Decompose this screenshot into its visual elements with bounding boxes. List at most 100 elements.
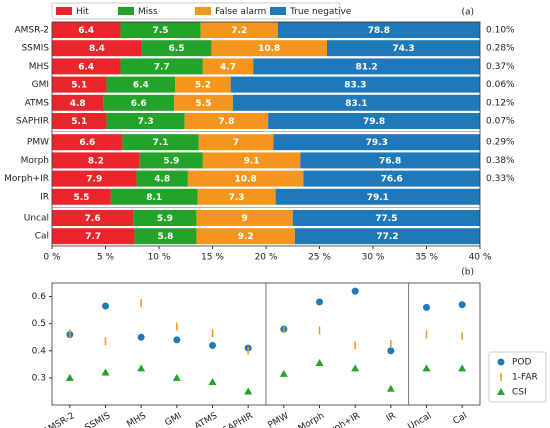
bar-label: 6.6 (79, 138, 95, 148)
bars (52, 22, 480, 245)
bar-label: 10.8 (235, 175, 257, 185)
bar-segment (106, 113, 185, 129)
bar-segment (52, 210, 134, 226)
bar-label: 7.9 (86, 175, 102, 185)
bar-label: 7.1 (153, 138, 169, 148)
bar-label: 5.1 (71, 81, 87, 91)
bar-label: 5.2 (195, 81, 211, 91)
x-tick-label: Uncal (406, 411, 433, 428)
y-tick-label: Morph+IR (4, 174, 49, 184)
y-tick-label: SAPHIR (16, 117, 49, 127)
bar-label: 7.3 (138, 117, 154, 127)
bar-label: 5.5 (195, 99, 211, 109)
bar-label: 4.8 (154, 175, 170, 185)
bar-label: 9 (241, 214, 247, 224)
point (387, 347, 395, 355)
bar-label: 7.7 (154, 62, 170, 72)
point (137, 333, 145, 341)
point (208, 377, 217, 385)
bar-label: 7.2 (231, 26, 247, 36)
bar-label: 4.8 (70, 99, 86, 109)
bar-label: 6.5 (169, 44, 185, 54)
bar-label: 6.4 (78, 26, 94, 36)
bar-label: 7.6 (85, 214, 101, 224)
x-tick-label: 40 % (469, 253, 492, 263)
annotation: 0.37% (486, 62, 515, 72)
bar-label: 77.5 (375, 214, 397, 224)
bar-label: 7.5 (153, 26, 169, 36)
bar-segment (202, 58, 254, 75)
bar-label: 79.8 (363, 117, 385, 127)
bar-segment (294, 228, 480, 245)
x-tick-label: IR (385, 411, 398, 424)
point (386, 384, 395, 392)
point (244, 387, 253, 395)
y-tick-label: PMW (27, 138, 49, 148)
point (316, 298, 323, 306)
bar-segment (52, 152, 140, 169)
bar-segment (211, 40, 327, 57)
bar-segment (202, 152, 301, 169)
x-tick-label: ATMS (193, 411, 219, 428)
bar-segment (106, 76, 176, 93)
x-tick-label: Cal (452, 411, 469, 427)
legend-label: POD (512, 358, 532, 368)
bar-segment (196, 210, 293, 226)
bar-segment (52, 76, 107, 93)
x-tick-label: PMW (266, 411, 290, 428)
bar-segment (273, 134, 480, 151)
annotation: 0.38% (486, 156, 515, 166)
bar-label: 83.1 (345, 99, 367, 109)
bar-label: 7.7 (85, 232, 101, 242)
point (173, 336, 181, 344)
bar-segment (232, 94, 480, 111)
point (458, 301, 466, 309)
legend-label: True negative (289, 7, 352, 17)
bar-segment (326, 40, 480, 57)
y-tick-label: Cal (35, 232, 49, 242)
y-tick-label: GMI (32, 80, 49, 90)
x-tick-label: 0 % (43, 253, 61, 263)
x-tick-label: SSMIS (83, 411, 112, 428)
bar-label: 78.8 (368, 26, 390, 36)
panel-label: (a) (461, 8, 474, 18)
bar-segment (230, 76, 480, 93)
bar-label: 77.2 (376, 232, 398, 242)
bar-segment (52, 228, 135, 245)
legend-swatch (270, 7, 286, 15)
x-tick-label: SAPHIR (221, 411, 255, 428)
legend-swatch (118, 7, 134, 15)
y-tick-label: Morph (21, 156, 49, 166)
bar-label: 7.3 (229, 193, 245, 203)
point (422, 364, 431, 372)
bar-segment (197, 188, 276, 205)
point (351, 364, 360, 372)
bar-label: 7.8 (218, 117, 234, 127)
legend-marker (497, 358, 505, 366)
legend-swatch (195, 7, 211, 15)
bar-label: 5.9 (157, 214, 173, 224)
bar-label: 9.1 (244, 156, 260, 166)
bar-segment (173, 94, 233, 111)
point (65, 373, 74, 381)
point (101, 368, 110, 376)
y-tick-label: ATMS (25, 98, 50, 108)
point (279, 369, 288, 377)
point (137, 364, 146, 372)
bar-segment (120, 22, 201, 38)
bar-label: 6.4 (133, 81, 149, 91)
y-tick-label: MHS (29, 62, 50, 72)
bar-label: 10.8 (258, 44, 280, 54)
bar-segment (268, 113, 480, 129)
point (172, 373, 181, 381)
bar-segment (52, 58, 121, 75)
point (209, 341, 216, 349)
y-tick-label: IR (40, 192, 49, 202)
annotation: 0.12% (486, 98, 515, 108)
bar-segment (120, 58, 203, 75)
x-tick-label: 30 % (362, 253, 385, 263)
bar-segment (275, 188, 480, 205)
bar-label: 9.2 (238, 232, 254, 242)
bar-segment (52, 22, 121, 38)
